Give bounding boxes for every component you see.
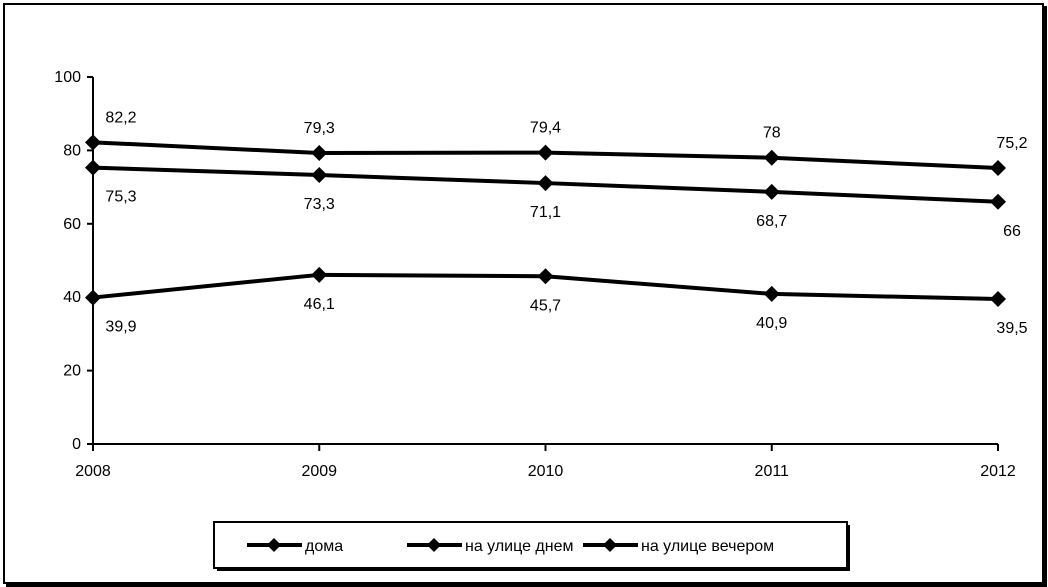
series-3-point (763, 285, 780, 302)
series-1-point (537, 144, 554, 161)
y-tick-label: 100 (54, 69, 81, 86)
series-3-point (311, 266, 328, 283)
series-2-point (763, 183, 780, 200)
data-label: 39,5 (996, 320, 1027, 337)
series-2-point (990, 193, 1006, 210)
data-label: 73,3 (304, 196, 335, 213)
data-label: 79,4 (530, 120, 561, 137)
series-2-point (311, 166, 328, 183)
legend-marker-3 (603, 538, 617, 552)
data-label: 40,9 (756, 315, 787, 332)
data-label: 82,2 (105, 109, 136, 126)
series-3-point (85, 289, 101, 306)
legend-marker-1 (267, 538, 281, 552)
data-label: 45,7 (530, 297, 561, 314)
series-3-point (537, 268, 554, 285)
x-tick-label: 2009 (301, 463, 337, 480)
legend: дома на улице днем на улице вечером (213, 521, 850, 571)
series-1-point (763, 149, 780, 166)
series-layer (85, 134, 1006, 308)
data-label: 78 (763, 125, 781, 142)
data-label: 71,1 (530, 204, 561, 221)
data-labels: 82,2 79,3 79,4 78 75,2 75,3 73,3 71,1 68,7 66 39,9… (105, 109, 1027, 337)
legend-label-3: на улице вечером (641, 538, 774, 555)
series-1-point (990, 160, 1006, 177)
data-label: 68,7 (756, 213, 787, 230)
data-label: 46,1 (304, 296, 335, 313)
x-tick-label: 2011 (755, 463, 790, 480)
y-tick-label: 20 (63, 363, 81, 380)
series-2-point (537, 175, 554, 192)
legend-box (213, 521, 848, 569)
series-2-point (85, 159, 101, 176)
y-tick-label: 60 (63, 216, 81, 233)
line-chart: 0 20 40 60 80 100 2008 2009 2010 2011 2012 82,2 79,… (54, 69, 1028, 571)
series-1-point (85, 134, 101, 151)
legend-marker-2 (427, 538, 441, 552)
series-3-point (990, 291, 1006, 308)
x-tick-label: 2010 (528, 463, 564, 480)
data-label: 39,9 (105, 319, 136, 336)
legend-label-1: дома (305, 538, 343, 555)
data-label: 75,2 (996, 135, 1027, 152)
data-label: 66 (1003, 223, 1021, 240)
chart-frame: 0 20 40 60 80 100 2008 2009 2010 2011 2012 82,2 79,… (3, 3, 1044, 584)
legend-label-2: на улице днем (465, 538, 574, 555)
y-tick-label: 80 (63, 142, 81, 159)
data-label: 75,3 (105, 189, 136, 206)
x-tick-label: 2012 (980, 463, 1016, 480)
y-tick-label: 0 (72, 436, 81, 453)
axes: 0 20 40 60 80 100 2008 2009 2010 2011 2012 (54, 69, 1016, 480)
series-1-point (311, 144, 328, 161)
data-label: 79,3 (304, 120, 335, 137)
x-tick-label: 2008 (75, 463, 111, 480)
y-tick-label: 40 (63, 289, 81, 306)
